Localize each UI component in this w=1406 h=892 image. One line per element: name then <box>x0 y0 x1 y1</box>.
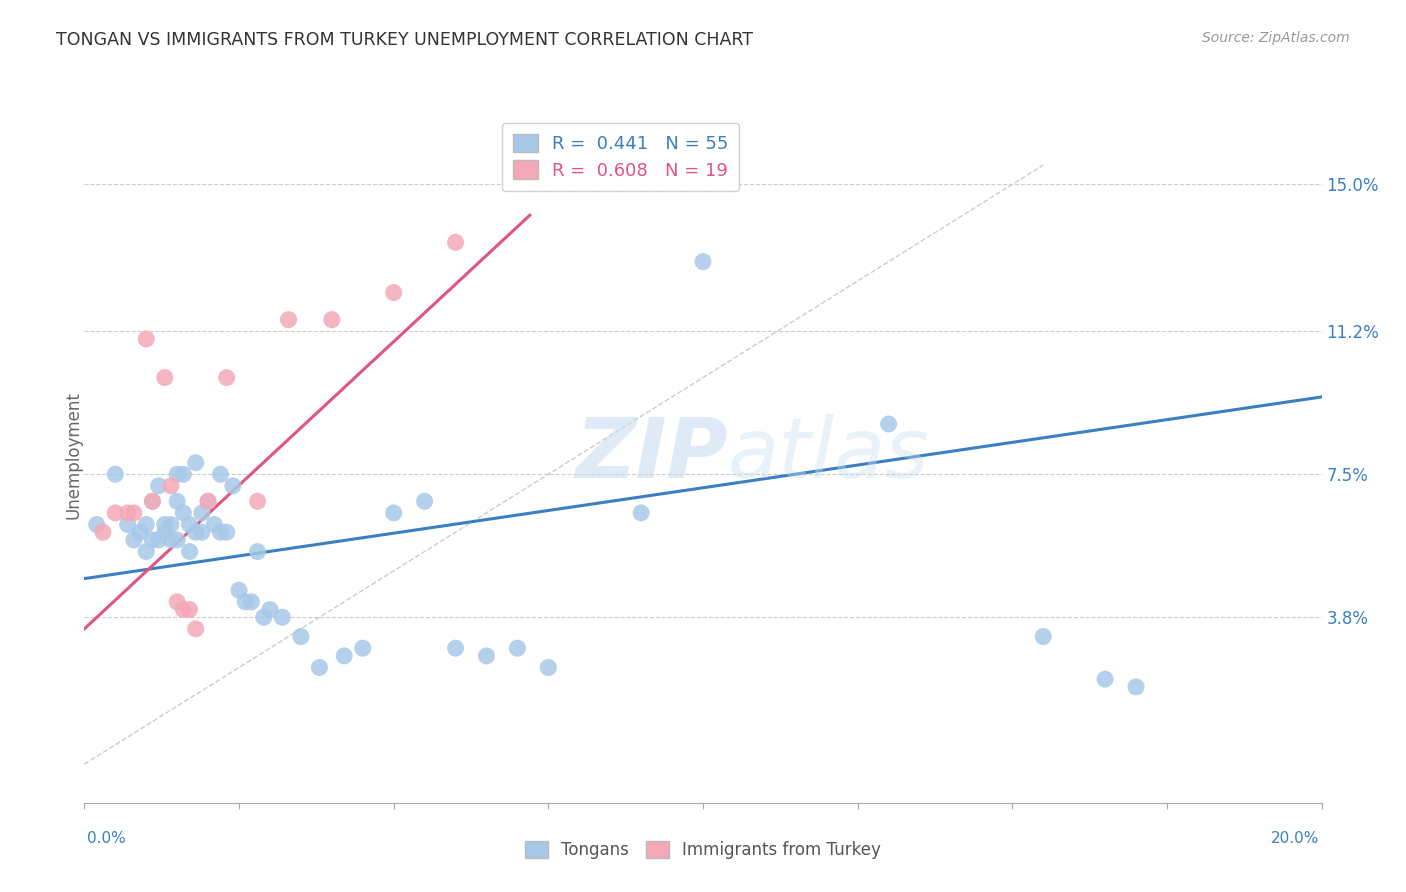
Point <box>184 525 207 540</box>
Point <box>122 533 145 547</box>
Point <box>308 660 330 674</box>
Point <box>172 602 194 616</box>
Point <box>228 583 250 598</box>
Text: Source: ZipAtlas.com: Source: ZipAtlas.com <box>1202 31 1350 45</box>
Point <box>104 467 127 482</box>
Point <box>179 544 201 558</box>
Point <box>209 525 232 540</box>
Point <box>166 494 188 508</box>
Text: 0.0%: 0.0% <box>87 831 127 846</box>
Point <box>179 602 201 616</box>
Point <box>135 332 157 346</box>
Point <box>321 312 343 326</box>
Point <box>160 517 183 532</box>
Point <box>537 660 560 674</box>
Point <box>86 517 108 532</box>
Point <box>692 254 714 268</box>
Point <box>202 517 225 532</box>
Point <box>246 544 269 558</box>
Point <box>141 494 163 508</box>
Point <box>104 506 127 520</box>
Point <box>191 525 214 540</box>
Text: TONGAN VS IMMIGRANTS FROM TURKEY UNEMPLOYMENT CORRELATION CHART: TONGAN VS IMMIGRANTS FROM TURKEY UNEMPLO… <box>56 31 754 49</box>
Text: 20.0%: 20.0% <box>1271 831 1319 846</box>
Point <box>91 525 114 540</box>
Point <box>135 544 157 558</box>
Point <box>271 610 294 624</box>
Point <box>246 494 269 508</box>
Text: atlas: atlas <box>728 415 929 495</box>
Point <box>153 370 176 384</box>
Point <box>240 595 263 609</box>
Point <box>1032 630 1054 644</box>
Point <box>444 235 467 250</box>
Point <box>148 479 170 493</box>
Point <box>475 648 498 663</box>
Point <box>277 312 299 326</box>
Point <box>382 506 405 520</box>
Point <box>1125 680 1147 694</box>
Point <box>222 479 245 493</box>
Point <box>141 494 163 508</box>
Point <box>233 595 256 609</box>
Point <box>160 533 183 547</box>
Point <box>209 467 232 482</box>
Point <box>166 595 188 609</box>
Point <box>259 602 281 616</box>
Legend: Tongans, Immigrants from Turkey: Tongans, Immigrants from Turkey <box>517 834 889 866</box>
Point <box>141 533 163 547</box>
Point <box>153 525 176 540</box>
Point <box>191 506 214 520</box>
Point <box>184 456 207 470</box>
Point <box>215 525 238 540</box>
Legend: R =  0.441   N = 55, R =  0.608   N = 19: R = 0.441 N = 55, R = 0.608 N = 19 <box>502 123 740 191</box>
Point <box>117 517 139 532</box>
Y-axis label: Unemployment: Unemployment <box>65 391 82 519</box>
Point <box>197 494 219 508</box>
Point <box>382 285 405 300</box>
Point <box>166 467 188 482</box>
Point <box>253 610 276 624</box>
Text: ZIP: ZIP <box>575 415 728 495</box>
Point <box>184 622 207 636</box>
Point <box>160 479 183 493</box>
Point <box>215 370 238 384</box>
Point <box>179 517 201 532</box>
Point <box>129 525 152 540</box>
Point <box>197 494 219 508</box>
Point <box>166 533 188 547</box>
Point <box>153 517 176 532</box>
Point <box>148 533 170 547</box>
Point <box>413 494 436 508</box>
Point <box>117 506 139 520</box>
Point <box>135 517 157 532</box>
Point <box>352 641 374 656</box>
Point <box>877 417 900 431</box>
Point <box>290 630 312 644</box>
Point <box>630 506 652 520</box>
Point <box>333 648 356 663</box>
Point <box>1094 672 1116 686</box>
Point <box>172 467 194 482</box>
Point <box>122 506 145 520</box>
Point <box>172 506 194 520</box>
Point <box>444 641 467 656</box>
Point <box>506 641 529 656</box>
